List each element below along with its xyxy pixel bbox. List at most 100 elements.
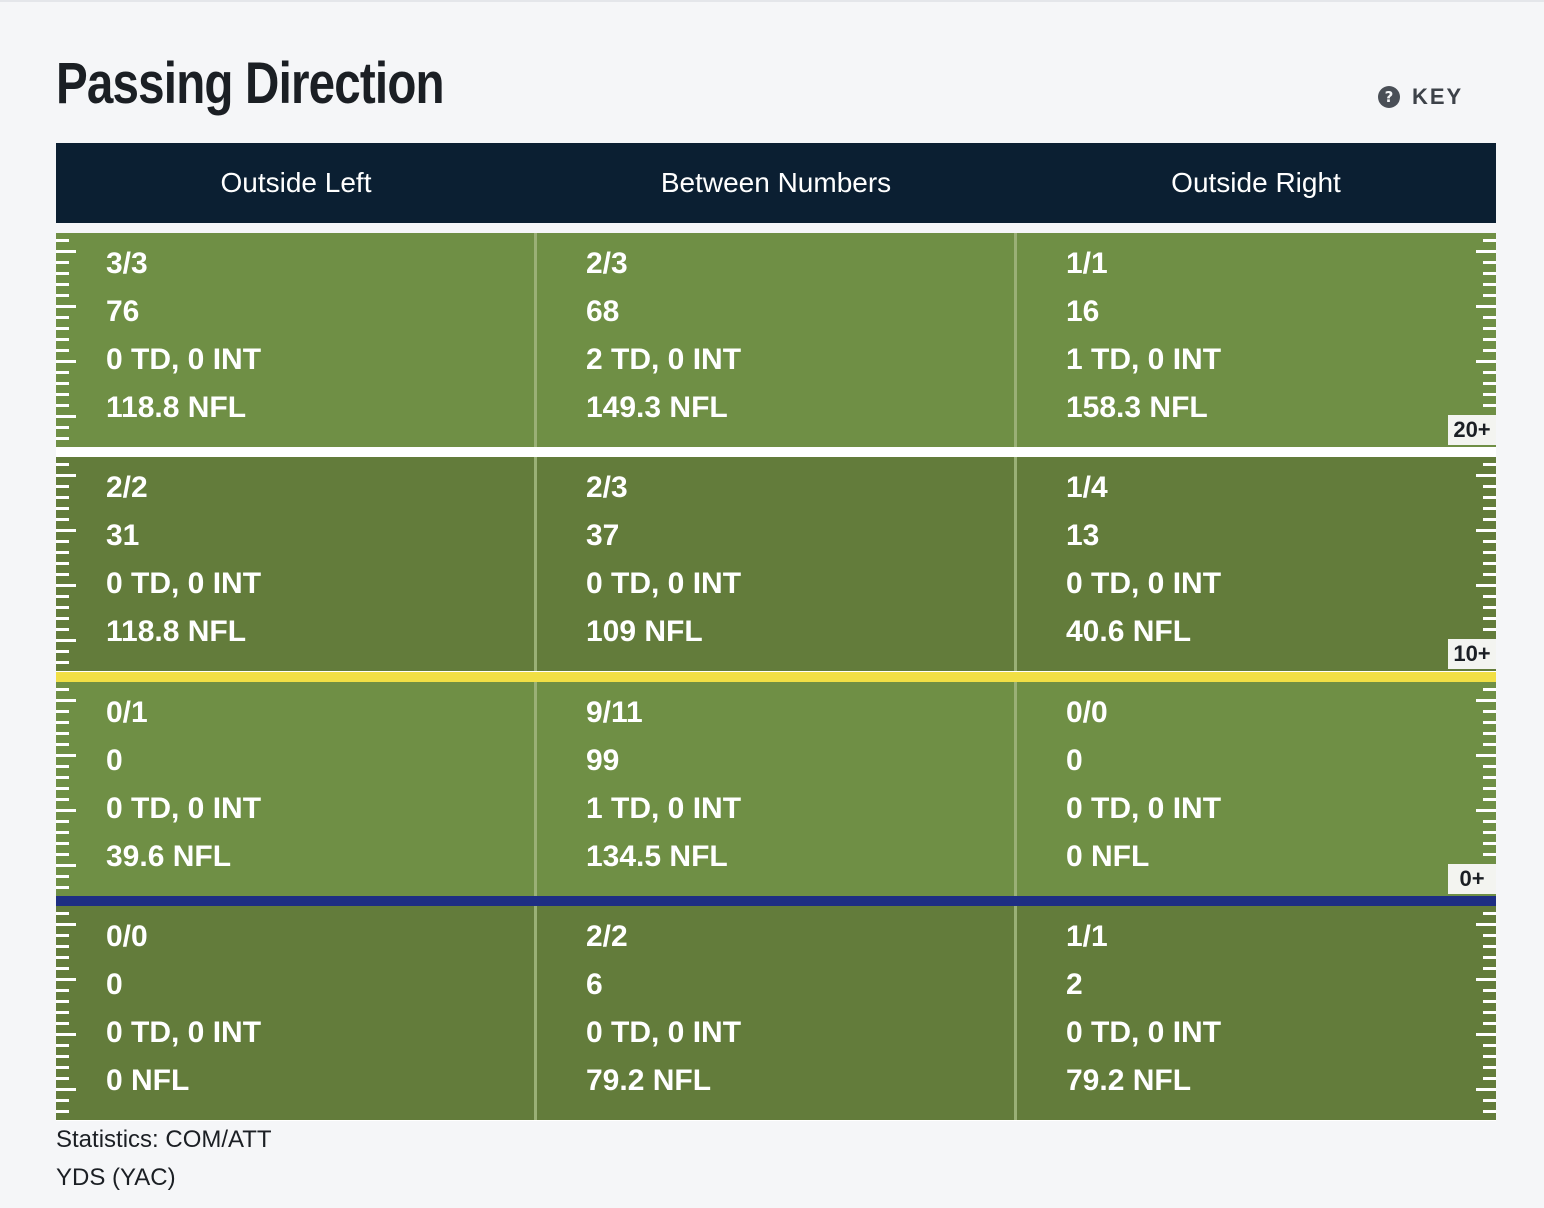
zone-cell-outside-left[interactable]: 0/1 0 0 TD, 0 INT 39.6 NFL xyxy=(56,682,536,896)
top-rule xyxy=(0,0,1544,2)
hash-mark xyxy=(1483,710,1496,713)
hash-mark xyxy=(1483,765,1496,768)
hash-mark xyxy=(56,989,69,992)
hash-mark xyxy=(56,776,69,779)
zone-cell-outside-left[interactable]: 2/2 31 0 TD, 0 INT 118.8 NFL xyxy=(56,457,536,671)
zone-cell-outside-right[interactable]: 1/1 16 1 TD, 0 INT 158.3 NFL xyxy=(1016,233,1496,447)
hash-mark xyxy=(56,978,76,981)
stat-rating: 118.8 NFL xyxy=(106,391,247,424)
hash-mark xyxy=(1483,956,1496,959)
yard-tag-10: 10+ xyxy=(1448,639,1496,669)
stat-com-att: 1/1 xyxy=(1066,920,1108,953)
hash-mark xyxy=(56,639,76,642)
column-divider xyxy=(1014,457,1017,671)
hash-mark xyxy=(1483,934,1496,937)
zone-cell-outside-right[interactable]: 1/4 13 0 TD, 0 INT 40.6 NFL xyxy=(1016,457,1496,671)
hash-mark xyxy=(56,606,69,609)
stat-yds: 16 xyxy=(1066,295,1100,328)
page-title: Passing Direction xyxy=(56,51,445,116)
hash-mark xyxy=(56,305,76,308)
hash-mark xyxy=(56,842,69,845)
hash-mark xyxy=(1483,1011,1496,1014)
zone-cell-outside-right[interactable]: 1/1 2 0 TD, 0 INT 79.2 NFL xyxy=(1016,906,1496,1120)
hash-mark xyxy=(56,912,69,915)
zone-cell-outside-left[interactable]: 3/3 76 0 TD, 0 INT 118.8 NFL xyxy=(56,233,536,447)
hash-mark xyxy=(1476,474,1496,477)
hash-mark xyxy=(1483,853,1496,856)
hash-mark xyxy=(1483,721,1496,724)
hash-mark xyxy=(56,721,69,724)
hash-mark xyxy=(56,1099,69,1102)
hash-mark xyxy=(1483,404,1496,407)
hash-mark xyxy=(56,250,76,253)
stat-rating: 109 NFL xyxy=(586,615,703,648)
hash-mark xyxy=(56,404,69,407)
hash-mark xyxy=(1476,529,1496,532)
zone-cell-between-numbers[interactable]: 9/11 99 1 TD, 0 INT 134.5 NFL xyxy=(536,682,1016,896)
stat-com-att: 0/1 xyxy=(106,696,148,729)
hash-mark xyxy=(56,507,69,510)
hash-mark xyxy=(1483,912,1496,915)
hash-mark xyxy=(56,338,69,341)
hash-mark xyxy=(1476,250,1496,253)
hash-mark xyxy=(1483,540,1496,543)
hash-mark xyxy=(56,1110,69,1113)
hash-mark xyxy=(56,1011,69,1014)
stat-rating: 158.3 NFL xyxy=(1066,391,1208,424)
hash-mark xyxy=(1483,688,1496,691)
hash-mark xyxy=(1483,595,1496,598)
stat-yds: 76 xyxy=(106,295,140,328)
hash-mark xyxy=(1483,945,1496,948)
hash-mark xyxy=(56,1055,69,1058)
column-divider xyxy=(534,457,537,671)
stat-rating: 149.3 NFL xyxy=(586,391,728,424)
zone-cell-outside-left[interactable]: 0/0 0 0 TD, 0 INT 0 NFL xyxy=(56,906,536,1120)
column-header-outside-right: Outside Right xyxy=(1171,167,1341,198)
question-circle-icon: ? xyxy=(1378,86,1400,108)
hash-mark xyxy=(56,463,69,466)
hash-mark xyxy=(1483,371,1496,374)
hash-mark xyxy=(56,316,69,319)
hash-mark xyxy=(1483,283,1496,286)
hash-mark xyxy=(56,798,69,801)
hash-mark xyxy=(56,415,76,418)
hash-mark xyxy=(56,584,76,587)
stat-td-int: 1 TD, 0 INT xyxy=(1066,343,1222,376)
field-zone: 2/2 31 0 TD, 0 INT 118.8 NFL 2/3 37 0 TD, 0 IN… xyxy=(56,457,1496,671)
stat-td-int: 0 TD, 0 INT xyxy=(586,567,742,600)
hash-mark xyxy=(1483,831,1496,834)
hash-mark xyxy=(1476,584,1496,587)
hash-mark xyxy=(1483,617,1496,620)
zone-cell-between-numbers[interactable]: 2/2 6 0 TD, 0 INT 79.2 NFL xyxy=(536,906,1016,1120)
stat-rating: 118.8 NFL xyxy=(106,615,247,648)
hash-mark xyxy=(56,787,69,790)
stat-td-int: 0 TD, 0 INT xyxy=(106,343,262,376)
hash-mark xyxy=(56,239,69,242)
zone-cell-outside-right[interactable]: 0/0 0 0 TD, 0 INT 0 NFL xyxy=(1016,682,1496,896)
stat-com-att: 2/2 xyxy=(586,920,628,953)
hash-mark xyxy=(56,518,69,521)
column-divider xyxy=(1014,682,1017,896)
hash-mark xyxy=(56,540,69,543)
hash-mark xyxy=(56,765,69,768)
field-zone: 0/1 0 0 TD, 0 INT 39.6 NFL 9/11 99 1 TD, 0 INT… xyxy=(56,682,1496,896)
hash-mark xyxy=(56,923,76,926)
stat-com-att: 9/11 xyxy=(586,696,643,729)
hash-mark xyxy=(56,853,69,856)
hash-mark xyxy=(1476,305,1496,308)
hash-mark xyxy=(1483,1099,1496,1102)
key-button[interactable]: ? KEY xyxy=(1378,82,1463,112)
hash-mark xyxy=(56,573,69,576)
hash-mark xyxy=(1483,327,1496,330)
hash-mark xyxy=(56,294,69,297)
footnote-yds: YDS (YAC) xyxy=(56,1164,176,1191)
zone-cell-between-numbers[interactable]: 2/3 68 2 TD, 0 INT 149.3 NFL xyxy=(536,233,1016,447)
hash-mark xyxy=(56,617,69,620)
hash-mark xyxy=(56,283,69,286)
column-divider xyxy=(534,906,537,1120)
stat-com-att: 1/4 xyxy=(1066,471,1108,504)
zone-cell-between-numbers[interactable]: 2/3 37 0 TD, 0 INT 109 NFL xyxy=(536,457,1016,671)
stat-td-int: 0 TD, 0 INT xyxy=(106,792,262,825)
hash-mark xyxy=(56,628,69,631)
stat-td-int: 0 TD, 0 INT xyxy=(1066,567,1222,600)
